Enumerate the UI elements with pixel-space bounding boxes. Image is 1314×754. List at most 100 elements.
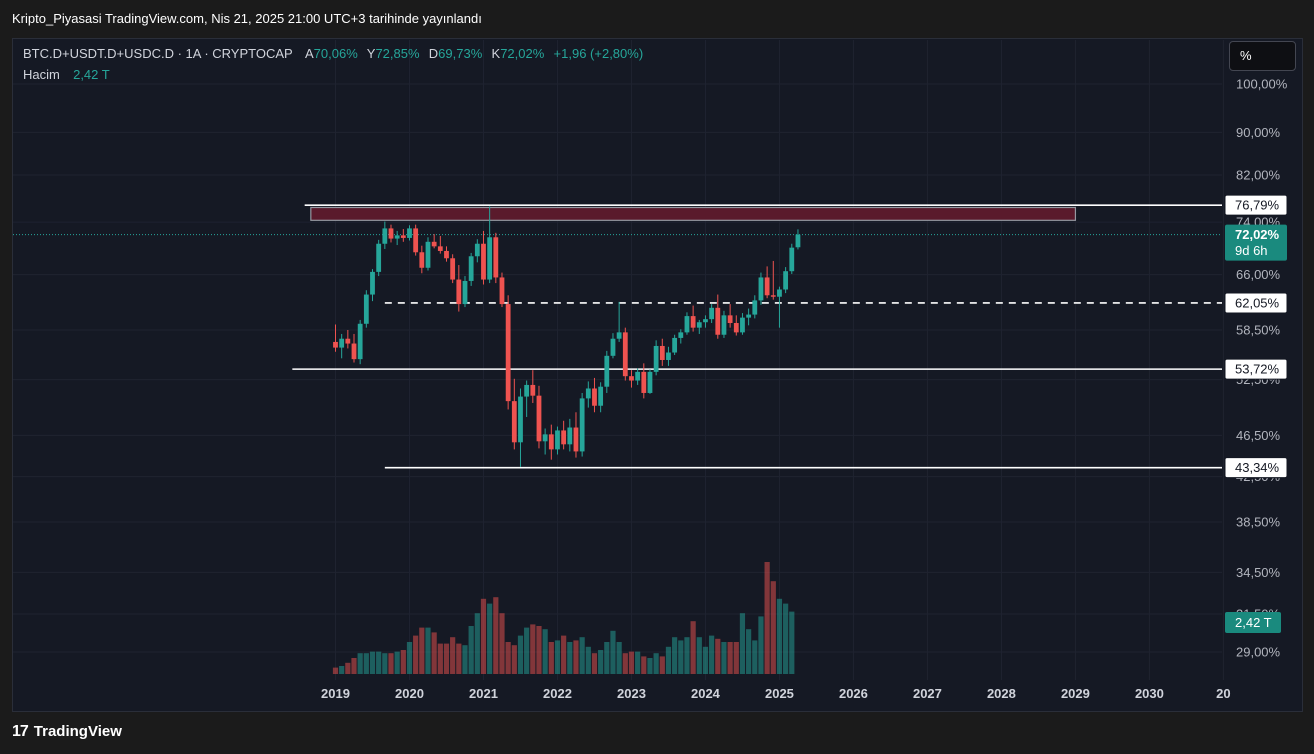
time-axis-tick-label: 2021 <box>469 686 498 701</box>
legend-low-value: 69,73% <box>438 46 483 61</box>
price-axis-tick-label: 90,00% <box>1236 125 1281 140</box>
candle-body <box>690 316 696 328</box>
price-axis-tick-label: 38,50% <box>1236 514 1281 529</box>
candle-body <box>487 237 493 280</box>
candle-body <box>555 430 560 450</box>
volume-bar <box>715 638 721 674</box>
candle-body <box>518 396 523 443</box>
candle-body <box>795 234 801 248</box>
volume-bar <box>554 640 561 674</box>
candle-body <box>511 401 517 443</box>
legend-close-value: 72,02% <box>500 46 545 61</box>
volume-bar <box>665 646 672 674</box>
candle-body <box>363 294 369 324</box>
level-price-label: 43,34% <box>1235 460 1280 475</box>
price-axis-tick-label: 100,00% <box>1236 77 1288 92</box>
level-price-label: 62,05% <box>1235 295 1280 310</box>
volume-bar <box>672 637 678 674</box>
volume-bar <box>628 651 635 674</box>
volume-bar <box>487 603 493 674</box>
volume-bar <box>690 621 696 674</box>
volume-bar <box>517 635 524 674</box>
candle-body <box>616 332 622 339</box>
volume-bar <box>388 653 394 674</box>
volume-bar <box>345 662 351 674</box>
legend-volume-label[interactable]: Hacim <box>23 67 60 82</box>
candle-body <box>684 316 690 333</box>
volume-bar <box>548 642 554 674</box>
volume-bar <box>696 637 702 674</box>
volume-bar <box>641 656 647 674</box>
time-axis-tick-label: 2022 <box>543 686 572 701</box>
volume-label-box <box>1225 612 1281 633</box>
percent-scale-button[interactable]: % <box>1229 41 1296 71</box>
volume-bar <box>789 611 795 674</box>
volume-bar <box>474 613 480 674</box>
chart-frame <box>12 38 1303 712</box>
candle-body <box>530 384 536 396</box>
candle-body <box>400 235 406 238</box>
candle-body <box>678 332 684 338</box>
volume-bar <box>382 653 388 674</box>
legend-open-label: A <box>304 46 314 61</box>
level-price-label: 76,79% <box>1235 198 1280 213</box>
volume-bar <box>524 627 530 674</box>
volume-bar <box>413 635 419 674</box>
volume-bar <box>394 651 400 674</box>
candle-body <box>376 243 382 272</box>
volume-bar <box>400 650 406 674</box>
volume-bar <box>351 658 357 674</box>
price-axis-tick-label: 58,50% <box>1236 323 1281 338</box>
time-axis-tick-label: 2027 <box>913 686 942 701</box>
volume-bar <box>727 642 733 674</box>
legend-low-label: D <box>428 46 439 61</box>
candle-body <box>752 300 758 315</box>
volume-bar <box>709 635 715 674</box>
volume-bar <box>635 651 641 674</box>
candle-body <box>481 243 486 280</box>
tradingview-logo-icon: 17 <box>12 723 29 740</box>
candle-body <box>783 271 789 290</box>
resistance-zone <box>310 206 1077 221</box>
volume-legend: Hacim 2,42 T <box>23 67 110 82</box>
candle-body <box>339 338 345 348</box>
volume-bar <box>598 650 604 674</box>
volume-price-label: 2,42 T <box>1235 615 1272 630</box>
candle-body <box>419 252 425 268</box>
time-axis-tick-label: 2020 <box>395 686 424 701</box>
candle-body <box>777 289 782 297</box>
time-axis-tick-label: 20 <box>1216 686 1230 701</box>
volume-bar <box>369 651 376 674</box>
volume-bar <box>770 581 776 674</box>
volume-bar <box>462 645 468 674</box>
volume-bar <box>733 642 739 674</box>
candle-body <box>370 271 375 295</box>
candle-body <box>493 237 499 278</box>
candle-body <box>659 345 665 360</box>
price-axis-tick-label: 29,00% <box>1236 645 1281 660</box>
volume-bar <box>357 653 363 674</box>
candle-body <box>431 241 437 247</box>
legend-close-label: K <box>491 46 501 61</box>
volume-bar <box>721 642 727 674</box>
volume-bar <box>363 653 369 674</box>
candle-body <box>598 386 604 406</box>
candle-body <box>357 323 363 360</box>
candle-body <box>456 279 462 305</box>
legend-symbol[interactable]: BTC.D+USDT.D+USDC.D · 1A · CRYPTOCAP <box>23 46 293 61</box>
volume-bar <box>530 624 536 674</box>
price-axis-tick-label: 34,50% <box>1236 565 1281 580</box>
candle-body <box>462 280 468 305</box>
volume-bar <box>406 642 413 674</box>
level-price-label-box <box>1224 457 1288 479</box>
candle-body <box>585 388 591 399</box>
candle-body <box>548 434 554 450</box>
candle-body <box>622 332 628 377</box>
legend-high-label: Y <box>366 46 376 61</box>
volume-bar <box>480 598 487 674</box>
candle-body <box>666 352 671 360</box>
time-axis-tick-label: 2023 <box>617 686 646 701</box>
volume-bar <box>702 646 709 674</box>
volume-bar <box>591 653 598 674</box>
